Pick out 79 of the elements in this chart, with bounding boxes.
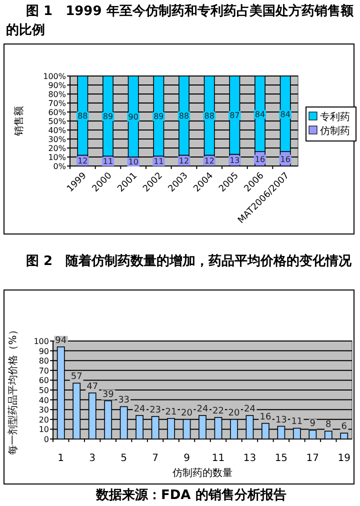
data-label: 87 (230, 111, 240, 120)
legend-label: 仿制药 (319, 125, 350, 137)
data-label: 88 (178, 112, 190, 121)
data-label: 89 (154, 112, 164, 122)
data-label: 88 (204, 112, 214, 121)
y-tick-label: 30% (48, 135, 66, 144)
data-label: 10 (128, 158, 138, 166)
data-label: 20 (228, 408, 240, 418)
y-tick-label: 20% (48, 144, 66, 153)
data-label: 24 (244, 404, 256, 414)
data-label: 11 (154, 157, 164, 166)
y-tick-label: 40 (38, 396, 49, 405)
data-label: 13 (230, 156, 240, 166)
y-tick-label: 20 (38, 415, 49, 424)
data-label: 57 (70, 372, 82, 382)
x-tick-label: 13 (243, 453, 256, 464)
data-label: 16 (260, 412, 272, 422)
data-label: 94 (55, 336, 67, 346)
x-tick-label: 7 (152, 453, 158, 464)
y-tick-label: 70% (48, 99, 66, 108)
x-tick-label: 17 (306, 453, 320, 464)
legend-label: 专利药 (320, 111, 350, 123)
x-tick-label: 5 (120, 453, 128, 464)
x-tick-label: 11 (212, 453, 225, 464)
y-tick-label: 90% (48, 81, 66, 90)
y-tick-label: 50 (38, 386, 49, 395)
x-tick-label: 3 (89, 453, 96, 464)
data-label: 84 (254, 110, 266, 119)
bar (324, 430, 332, 440)
y-axis-title: 销售额 (13, 106, 25, 137)
data-label: 11 (291, 417, 303, 428)
data-label: 23 (150, 405, 162, 416)
data-label: 88 (78, 112, 88, 121)
data-label: 20 (181, 408, 193, 418)
data-label: 16 (280, 154, 290, 164)
data-label: 13 (275, 415, 287, 426)
data-label: 90 (128, 112, 138, 122)
data-label: 8 (326, 420, 332, 430)
x-tick-label: 15 (274, 453, 288, 464)
data-label: 89 (102, 112, 114, 122)
data-label: 12 (204, 156, 214, 166)
data-label: 11 (102, 157, 114, 166)
y-tick-label: 60% (48, 108, 66, 117)
data-label: 24 (196, 404, 208, 414)
source-note: 数据来源：FDA 的销售分析报告 (95, 487, 286, 503)
data-label: 21 (165, 407, 177, 418)
x-tick-label: 9 (184, 453, 190, 464)
data-label: 33 (118, 396, 130, 406)
data-label: 12 (78, 156, 88, 166)
data-label: 16 (254, 154, 266, 164)
y-tick-label: 0% (53, 162, 66, 171)
data-label: 47 (86, 382, 98, 392)
x-tick-label: 19 (338, 453, 350, 464)
chart-title: 图 1 1999 年至今仿制药和专利药占美国处方药销售额的比例 (6, 3, 354, 38)
y-tick-label: 0 (44, 435, 49, 444)
data-label: 84 (280, 110, 290, 119)
x-axis-title: 仿制药的数量 (172, 467, 232, 479)
y-tick-label: 10 (38, 425, 49, 434)
data-label: 6 (341, 422, 348, 432)
y-tick-label: 80% (48, 90, 66, 99)
y-tick-label: 50% (48, 117, 66, 126)
data-label: 22 (212, 406, 224, 416)
x-tick-label: 1 (58, 453, 64, 464)
y-tick-label: 60 (38, 376, 49, 386)
y-tick-label: 100 (34, 337, 49, 346)
bar (340, 432, 348, 440)
y-tick-label: 40% (48, 126, 66, 135)
y-tick-label: 100% (43, 72, 66, 81)
y-tick-label: 90 (38, 346, 49, 356)
data-label: 12 (178, 156, 190, 166)
chart-title: 图 2 随着仿制药数量的增加，药品平均价格的变化情况 (26, 253, 353, 269)
y-axis-title: 每一剂型药品平均价格（%） (7, 325, 19, 455)
y-tick-label: 10% (48, 153, 66, 162)
y-tick-label: 70 (38, 366, 49, 376)
data-label: 39 (102, 390, 114, 400)
y-tick-label: 30 (38, 406, 49, 415)
y-tick-label: 80 (38, 356, 49, 366)
data-label: 24 (134, 404, 146, 414)
data-label: 9 (310, 419, 316, 430)
